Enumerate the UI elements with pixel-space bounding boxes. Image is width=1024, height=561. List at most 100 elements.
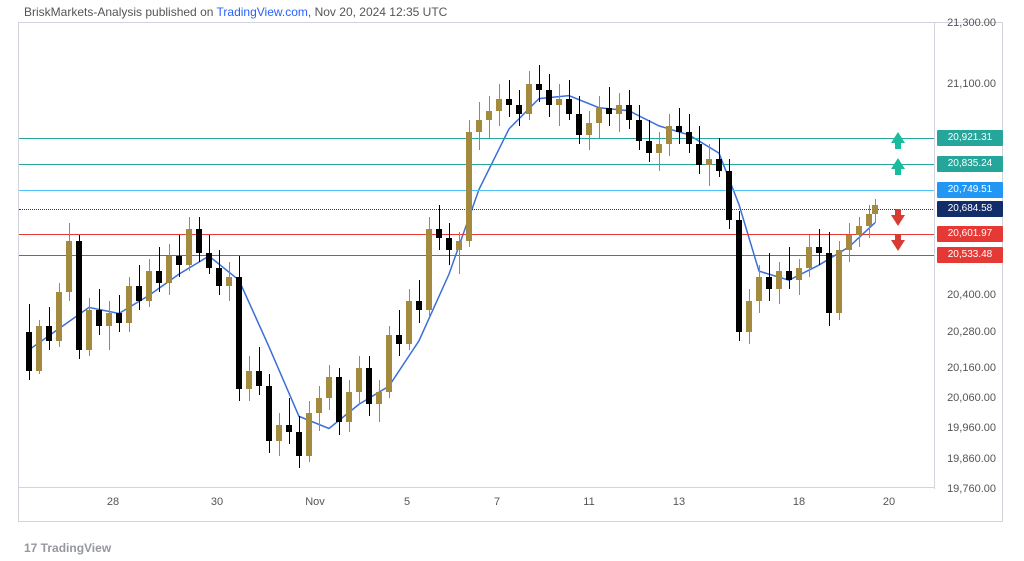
candle-body — [866, 214, 872, 226]
candle-body — [166, 256, 172, 283]
candle-wick — [439, 205, 440, 250]
tradingview-link[interactable]: TradingView.com — [217, 5, 308, 19]
candle-body — [846, 235, 852, 250]
candle-body — [606, 108, 612, 114]
candle-body — [446, 238, 452, 250]
candle-body — [226, 277, 232, 286]
candle-body — [136, 286, 142, 301]
candle-body — [716, 159, 722, 171]
x-tick-label: 7 — [494, 496, 500, 508]
y-axis: 21,300.0021,100.0020,400.0020,280.0020,1… — [934, 23, 1002, 489]
candle-body — [416, 301, 422, 310]
candle-wick — [289, 398, 290, 443]
candle-body — [276, 425, 282, 440]
candle-body — [186, 229, 192, 265]
candle-wick — [159, 247, 160, 292]
chart-plot-area[interactable]: 20,921.3120,835.2420,749.5120,684.5820,6… — [19, 23, 935, 489]
candle-body — [236, 277, 242, 389]
y-tick-label: 19,960.00 — [947, 422, 996, 434]
candle-body — [456, 241, 462, 250]
candle-body — [546, 90, 552, 105]
candle-body — [46, 326, 52, 341]
candle-body — [726, 171, 732, 219]
y-tick-label: 20,280.00 — [947, 326, 996, 338]
candle-body — [656, 144, 662, 153]
candle-body — [786, 271, 792, 280]
candle-body — [436, 229, 442, 238]
candle-body — [696, 144, 702, 165]
candle-body — [336, 377, 342, 422]
candle-body — [56, 292, 62, 340]
horizontal-level-line — [19, 255, 935, 256]
candle-body — [576, 114, 582, 135]
candle-body — [306, 413, 312, 455]
candle-wick — [709, 144, 710, 186]
candle-body — [686, 132, 692, 144]
y-tick-label: 19,860.00 — [947, 453, 996, 465]
candle-body — [296, 432, 302, 456]
candle-body — [536, 84, 542, 90]
x-tick-label: 28 — [107, 496, 119, 508]
x-tick-label: 11 — [583, 496, 594, 508]
candle-wick — [719, 138, 720, 177]
candle-body — [176, 256, 182, 265]
candle-wick — [459, 232, 460, 274]
candle-body — [736, 220, 742, 332]
candle-body — [366, 368, 372, 404]
candle-wick — [789, 247, 790, 289]
x-tick-label: 13 — [673, 496, 685, 508]
candle-body — [406, 301, 412, 343]
candle-body — [526, 84, 532, 114]
candle-wick — [399, 310, 400, 355]
candle-body — [796, 268, 802, 280]
candle-body — [386, 335, 392, 392]
candle-body — [476, 120, 482, 132]
chart-header: BriskMarkets-Analysis published on Tradi… — [24, 5, 447, 19]
moving-average-line — [19, 23, 935, 489]
candle-body — [486, 111, 492, 120]
candle-body — [146, 271, 152, 301]
candle-body — [396, 335, 402, 344]
candle-wick — [109, 301, 110, 349]
candle-body — [216, 268, 222, 286]
header-after: , Nov 20, 2024 12:35 UTC — [308, 5, 447, 19]
horizontal-level-line — [19, 234, 935, 235]
candle-body — [756, 277, 762, 301]
candle-body — [206, 253, 212, 268]
candle-body — [286, 425, 292, 431]
y-tick-label: 20,400.00 — [947, 289, 996, 301]
candle-wick — [559, 84, 560, 126]
candle-body — [596, 108, 602, 123]
x-tick-label: Nov — [305, 496, 325, 508]
candle-body — [872, 205, 878, 214]
y-tick-label: 21,300.00 — [947, 17, 996, 29]
candle-body — [126, 286, 132, 322]
y-tick-label: 19,760.00 — [947, 483, 996, 495]
horizontal-level-line — [19, 190, 935, 191]
x-tick-label: 20 — [883, 496, 895, 508]
candle-body — [106, 313, 112, 325]
x-tick-label: 30 — [211, 496, 223, 508]
candle-body — [616, 105, 622, 114]
candle-body — [316, 398, 322, 413]
candle-body — [346, 392, 352, 422]
candle-body — [836, 250, 842, 314]
x-tick-label: 5 — [404, 496, 410, 508]
candle-body — [256, 371, 262, 386]
candle-body — [706, 159, 712, 165]
candle-body — [556, 99, 562, 105]
candle-body — [26, 332, 32, 371]
candle-body — [646, 141, 652, 153]
candle-body — [856, 226, 862, 235]
candle-body — [676, 126, 682, 132]
x-tick-label: 18 — [793, 496, 805, 508]
x-axis: 28 30 Nov 5 7 11 13 18 20 — [19, 487, 935, 521]
chart-container: 20,921.3120,835.2420,749.5120,684.5820,6… — [18, 22, 1003, 522]
candle-body — [766, 277, 772, 289]
candle-body — [426, 229, 432, 311]
candle-body — [636, 120, 642, 141]
candle-body — [586, 123, 592, 135]
candle-body — [566, 99, 572, 114]
candle-body — [156, 271, 162, 283]
horizontal-level-line — [19, 209, 935, 210]
